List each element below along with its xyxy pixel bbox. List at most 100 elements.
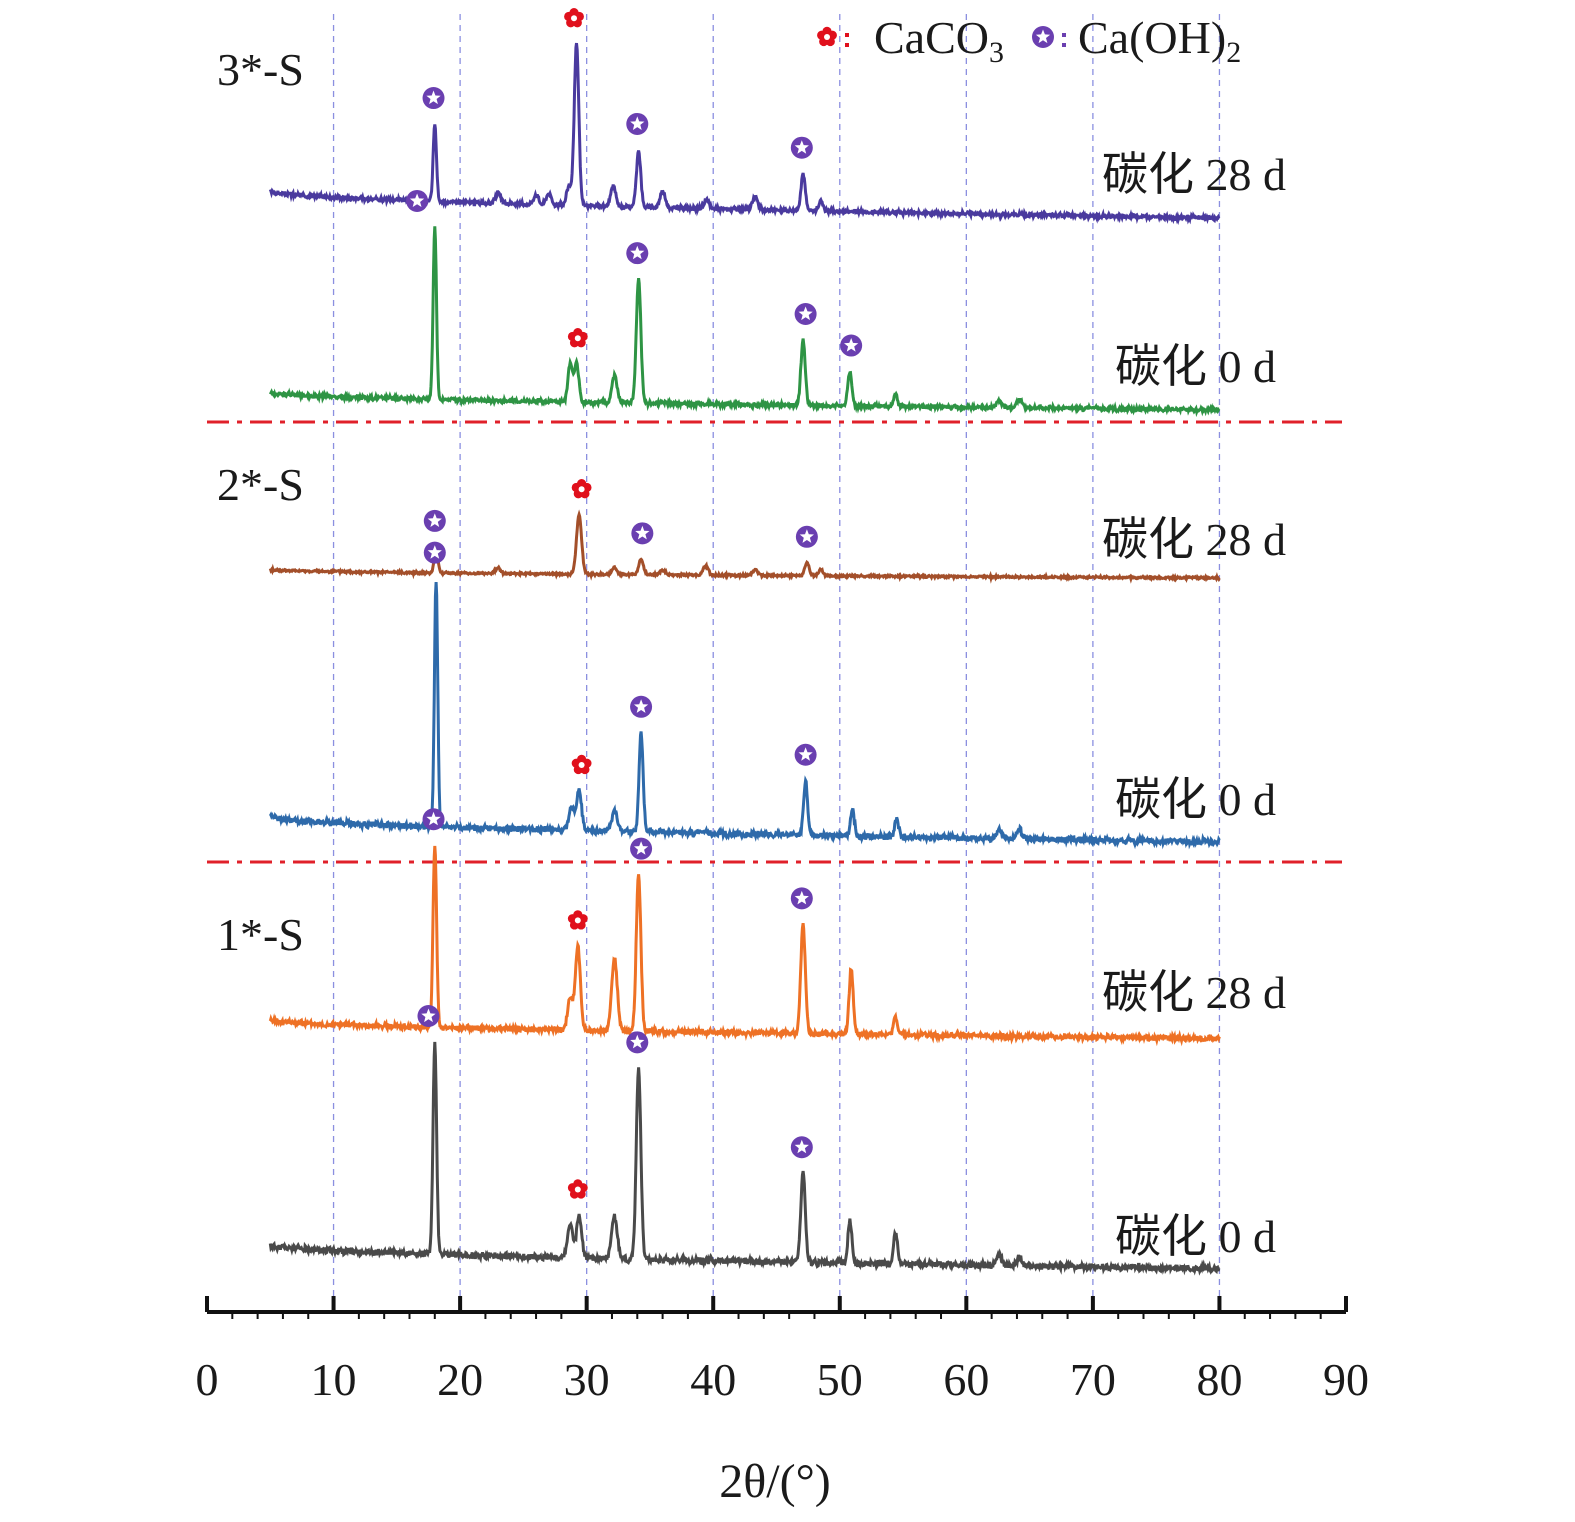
x-tick-label: 70	[1070, 1354, 1116, 1405]
xrd-curve-2	[268, 845, 1221, 1047]
caoh2-marker-star	[427, 545, 442, 559]
caoh2-marker	[1032, 26, 1054, 48]
caoh2-marker	[626, 242, 649, 265]
caoh2-marker-star	[794, 140, 809, 154]
caoh2-marker-star	[798, 747, 813, 761]
caoh2-marker	[631, 522, 654, 545]
x-tick-label: 90	[1323, 1354, 1369, 1405]
xrd-curve-5	[268, 226, 1221, 418]
caoh2-marker	[423, 509, 446, 532]
xrd-curve-4	[268, 509, 1221, 584]
caco3-marker	[817, 26, 837, 47]
x-tick-label: 80	[1196, 1354, 1242, 1405]
x-axis: 0 10 20 30 40 50 60 70 80 90	[196, 1296, 1369, 1405]
caoh2-marker	[794, 743, 817, 766]
x-axis-title: 2θ/(°)	[719, 1455, 831, 1508]
caoh2-marker-star	[634, 699, 649, 713]
peak-markers	[406, 8, 863, 1199]
legend-colon-dot	[845, 33, 849, 37]
series-label: 碳化 0 d	[1115, 1211, 1276, 1262]
caoh2-marker	[630, 695, 653, 718]
x-tick-label: 0	[196, 1354, 219, 1405]
series-label: 碳化 28 d	[1102, 514, 1286, 565]
caco3-marker-petal	[564, 11, 574, 22]
caco3-marker	[567, 1179, 588, 1199]
sample-label: 1*-S	[217, 909, 304, 960]
xrd-curves	[268, 42, 1221, 1276]
caoh2-marker	[626, 112, 649, 135]
caco3-marker-center	[824, 34, 830, 40]
caoh2-marker-star	[794, 1139, 809, 1154]
caoh2-marker	[422, 808, 445, 831]
caoh2-marker-star	[630, 116, 645, 130]
xrd-curve-6	[268, 42, 1221, 226]
group-separators	[207, 420, 1342, 864]
caoh2-marker	[790, 136, 813, 159]
legend-label-caoh2: Ca(OH)2	[1078, 12, 1241, 69]
caoh2-marker-star	[799, 529, 814, 543]
series-label: 碳化 28 d	[1102, 967, 1286, 1018]
caoh2-marker-star	[421, 1008, 436, 1023]
caoh2-marker-star	[426, 811, 441, 826]
caoh2-marker	[406, 189, 429, 212]
caco3-marker-petal	[817, 30, 827, 40]
caco3-marker-petal	[567, 1183, 578, 1193]
caco3-marker	[567, 328, 588, 348]
caco3-marker-center	[574, 335, 581, 342]
caoh2-marker-star	[634, 841, 649, 855]
caoh2-marker-star	[409, 193, 425, 207]
series-label: 碳化 0 d	[1115, 774, 1276, 825]
caco3-marker-center	[574, 1186, 581, 1193]
xrd-curve-1	[268, 1041, 1221, 1276]
x-tick-label: 20	[437, 1354, 483, 1405]
caoh2-marker-star	[844, 338, 859, 352]
legend-colon-dot	[1062, 33, 1066, 37]
caco3-marker-petal	[567, 914, 578, 924]
labels: 2θ/(°) 1*-S 2*-S 3*-S 碳化 0 d 碳化 28 d 碳化 0 d 碳化…	[217, 44, 1286, 1508]
x-tick-label: 10	[311, 1354, 357, 1405]
caoh2-marker	[790, 1136, 813, 1159]
series-label: 碳化 0 d	[1115, 341, 1276, 392]
sample-label: 3*-S	[217, 44, 304, 95]
caoh2-marker-star	[1035, 29, 1051, 44]
caoh2-marker	[840, 334, 863, 357]
caco3-marker-center	[574, 917, 581, 924]
caco3-marker-petal	[567, 331, 578, 342]
caco3-marker-petal	[571, 482, 581, 493]
caoh2-marker-star	[427, 513, 442, 527]
caoh2-marker-star	[798, 306, 813, 321]
caco3-marker-center	[578, 486, 585, 493]
caoh2-marker	[417, 1005, 440, 1028]
caoh2-marker	[630, 837, 653, 860]
grid-lines	[332, 14, 1221, 1312]
caoh2-marker	[790, 887, 813, 910]
legend: CaCO3 Ca(OH)2	[817, 12, 1241, 69]
caoh2-marker-star	[635, 525, 650, 540]
caoh2-marker-star	[630, 245, 645, 260]
caoh2-marker	[423, 541, 446, 564]
caoh2-marker	[795, 525, 818, 548]
caoh2-marker	[794, 302, 817, 325]
caco3-marker	[571, 479, 592, 499]
caoh2-marker	[422, 87, 445, 110]
caco3-marker	[567, 910, 588, 930]
legend-colon-dot	[845, 43, 849, 47]
x-tick-label: 60	[943, 1354, 989, 1405]
caco3-marker-center	[578, 761, 585, 768]
xrd-curve-3	[268, 582, 1221, 850]
caoh2-marker-star	[426, 90, 441, 105]
sample-label: 2*-S	[217, 459, 304, 510]
caoh2-marker-star	[630, 1034, 645, 1049]
x-tick-label: 30	[564, 1354, 610, 1405]
caco3-marker	[571, 754, 592, 775]
caco3-marker-petal	[571, 758, 581, 768]
caco3-marker-center	[571, 15, 578, 22]
x-tick-label: 50	[817, 1354, 863, 1405]
legend-colon-dot	[1062, 43, 1066, 47]
legend-label-caco3: CaCO3	[874, 12, 1004, 69]
caoh2-marker-star	[794, 890, 809, 905]
series-label: 碳化 28 d	[1102, 149, 1286, 200]
caoh2-marker	[626, 1031, 649, 1054]
x-tick-label: 40	[690, 1354, 736, 1405]
